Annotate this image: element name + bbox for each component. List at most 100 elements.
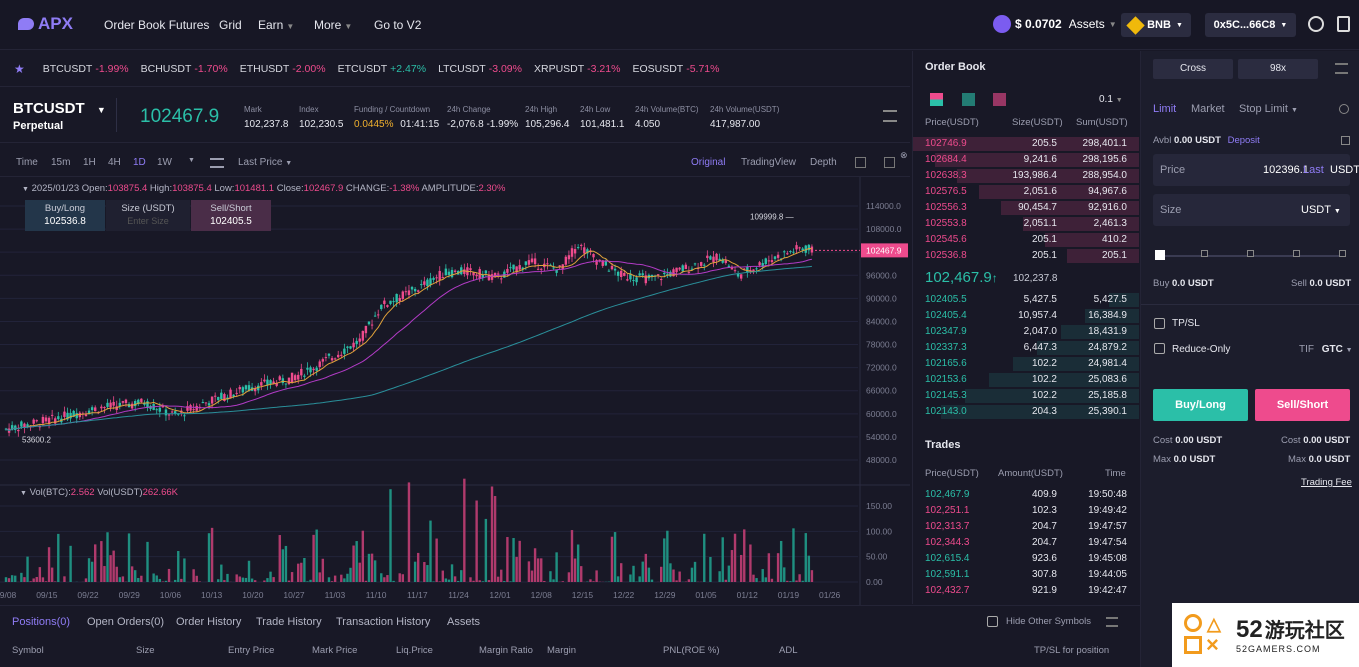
slider-mark[interactable] xyxy=(1201,250,1208,257)
volume-bar xyxy=(121,576,125,582)
sell-short-button[interactable]: Sell/Short xyxy=(1255,389,1350,421)
nav-go-v2[interactable]: Go to V2 xyxy=(374,18,422,32)
price-input[interactable]: Price 102396.1 Last USDT xyxy=(1153,154,1359,186)
hide-other-checkbox[interactable] xyxy=(987,616,998,627)
reduce-only-label: Reduce-Only xyxy=(1172,344,1231,355)
collapse-icon[interactable]: ▼ xyxy=(20,490,27,497)
nav-order-book-futures[interactable]: Order Book Futures xyxy=(104,18,210,32)
gear-icon[interactable] xyxy=(1308,16,1324,32)
ticker-item[interactable]: BCHUSDT -1.70% xyxy=(140,62,228,75)
ticker-item[interactable]: ETCUSDT +2.47% xyxy=(337,62,427,75)
assets-menu[interactable]: $ 0.0702 Assets ▼ xyxy=(993,15,1117,33)
document-icon[interactable] xyxy=(1337,16,1350,32)
nav-more[interactable]: More ▼ xyxy=(314,18,353,32)
last-price-button[interactable]: Last xyxy=(1303,164,1324,176)
nav-earn[interactable]: Earn ▼ xyxy=(258,18,295,32)
star-icon[interactable]: ★ xyxy=(14,61,25,76)
tpsl-checkbox[interactable] xyxy=(1154,318,1165,329)
ticker-item[interactable]: EOSUSDT -5.71% xyxy=(632,62,720,75)
ask-row[interactable]: 102638.3 193,986.4 288,954.0 xyxy=(913,168,1139,184)
quick-sell-button[interactable]: Sell/Short 102405.5 xyxy=(191,200,271,231)
nav-grid[interactable]: Grid xyxy=(219,18,242,32)
tif-select[interactable]: TIF GTC ▼ xyxy=(1299,344,1353,355)
tf-1h[interactable]: 1H xyxy=(83,157,96,168)
bid-row[interactable]: 102153.6 102.2 25,083.6 xyxy=(913,372,1139,388)
tf-1w[interactable]: 1W xyxy=(157,157,172,168)
size-unit-select[interactable]: USDT ▼ xyxy=(1301,204,1341,216)
app-logo[interactable]: APX xyxy=(18,14,73,34)
tick-step-select[interactable]: 0.1 ▼ xyxy=(1099,94,1123,105)
tf-15m[interactable]: 15m xyxy=(51,157,71,168)
bid-row[interactable]: 102145.3 102.2 25,185.8 xyxy=(913,388,1139,404)
sum: 5,427.5 xyxy=(1093,294,1127,305)
sliders-icon[interactable] xyxy=(1335,63,1348,74)
sliders-icon[interactable] xyxy=(1106,617,1118,627)
tf-time[interactable]: Time xyxy=(16,157,38,168)
order-type-stop-limit[interactable]: Stop Limit ▼ xyxy=(1239,103,1298,115)
view-tradingview[interactable]: TradingView xyxy=(741,157,797,168)
quick-buy-button[interactable]: Buy/Long 102536.8 xyxy=(25,200,105,231)
settings-sliders-icon[interactable] xyxy=(883,110,897,122)
bid-row[interactable]: 102337.3 6,447.3 24,879.2 xyxy=(913,340,1139,356)
tf-4h[interactable]: 4H xyxy=(108,157,121,168)
tab-open-orders[interactable]: Open Orders(0) xyxy=(87,616,165,628)
ask-row[interactable]: 102746.9 205.5 298,401.1 xyxy=(913,136,1139,152)
indicator-icon[interactable] xyxy=(210,158,224,168)
info-icon[interactable] xyxy=(1339,104,1349,114)
calculator-icon[interactable] xyxy=(1341,136,1350,145)
book-bids-icon[interactable] xyxy=(962,93,975,106)
buy-amount: Buy 0.0 USDT xyxy=(1153,278,1214,289)
book-asks-icon[interactable] xyxy=(993,93,1006,106)
bid-row[interactable]: 102347.9 2,047.0 18,431.9 xyxy=(913,324,1139,340)
ask-row[interactable]: 102576.5 2,051.6 94,967.6 xyxy=(913,184,1139,200)
tab-positions[interactable]: Positions(0) xyxy=(12,616,71,628)
ask-row[interactable]: 102553.8 2,051.1 2,461.3 xyxy=(913,216,1139,232)
slider-mark[interactable] xyxy=(1293,250,1300,257)
bid-row[interactable]: 102405.5 5,427.5 5,427.5 xyxy=(913,292,1139,308)
tab-order-history[interactable]: Order History xyxy=(176,616,242,628)
fullscreen-icon[interactable] xyxy=(855,157,866,168)
ask-row[interactable]: 102536.8 205.1 205.1 xyxy=(913,248,1139,264)
chevron-down-icon[interactable]: ▼ xyxy=(188,157,195,164)
view-depth[interactable]: Depth xyxy=(810,157,837,168)
tab-trade-history[interactable]: Trade History xyxy=(256,616,322,628)
ask-row[interactable]: 102545.6 205.1 410.2 xyxy=(913,232,1139,248)
tab-assets[interactable]: Assets xyxy=(447,616,481,628)
margin-mode-button[interactable]: Cross xyxy=(1153,59,1233,79)
bid-row[interactable]: 102405.4 10,957.4 16,384.9 xyxy=(913,308,1139,324)
tf-1d[interactable]: 1D xyxy=(133,157,146,168)
ticker-item[interactable]: BTCUSDT -1.99% xyxy=(42,62,129,75)
tab-transaction-history[interactable]: Transaction History xyxy=(336,616,431,628)
wallet-button[interactable]: 0x5C...66C8 ▼ xyxy=(1205,13,1296,37)
ticker-item[interactable]: ETHUSDT -2.00% xyxy=(239,62,326,75)
price-chart[interactable]: 114000.0108000.0102000.096000.090000.084… xyxy=(0,176,910,605)
order-type-market[interactable]: Market xyxy=(1191,103,1225,115)
slider-mark[interactable] xyxy=(1339,250,1346,257)
deposit-link[interactable]: Deposit xyxy=(1227,135,1260,146)
collapse-icon[interactable]: ▼ xyxy=(22,186,29,193)
bid-row[interactable]: 102165.6 102.2 24,981.4 xyxy=(913,356,1139,372)
leverage-button[interactable]: 98x xyxy=(1238,59,1318,79)
ask-row[interactable]: 102684.4 9,241.6 298,195.6 xyxy=(913,152,1139,168)
chain-selector[interactable]: BNB ▼ xyxy=(1121,13,1191,37)
slider-mark[interactable] xyxy=(1155,250,1165,260)
ticker-item[interactable]: XRPUSDT -3.21% xyxy=(533,62,621,75)
book-both-icon[interactable] xyxy=(930,93,943,106)
ask-row[interactable]: 102556.3 90,454.7 92,916.0 xyxy=(913,200,1139,216)
candle-body xyxy=(38,426,42,428)
candle-body xyxy=(712,256,715,263)
bid-row[interactable]: 102143.0 204.3 25,390.1 xyxy=(913,404,1139,420)
price-type-select[interactable]: Last Price ▼ xyxy=(238,157,293,168)
symbol-selector[interactable]: BTCUSDT ▼ xyxy=(13,100,106,117)
reduce-only-checkbox[interactable] xyxy=(1154,343,1165,354)
grid-layout-icon[interactable] xyxy=(884,157,895,168)
trading-fee-link[interactable]: Trading Fee xyxy=(1301,477,1352,488)
order-type-limit[interactable]: Limit xyxy=(1153,103,1177,115)
quick-size-input[interactable]: Size (USDT) Enter Size xyxy=(106,200,190,231)
buy-long-button[interactable]: Buy/Long xyxy=(1153,389,1248,421)
close-icon[interactable]: ⊗ xyxy=(900,150,908,160)
ticker-item[interactable]: LTCUSDT -3.09% xyxy=(438,62,522,75)
slider-mark[interactable] xyxy=(1247,250,1254,257)
view-original[interactable]: Original xyxy=(691,157,726,168)
size-input[interactable]: Size USDT ▼ xyxy=(1153,194,1350,226)
